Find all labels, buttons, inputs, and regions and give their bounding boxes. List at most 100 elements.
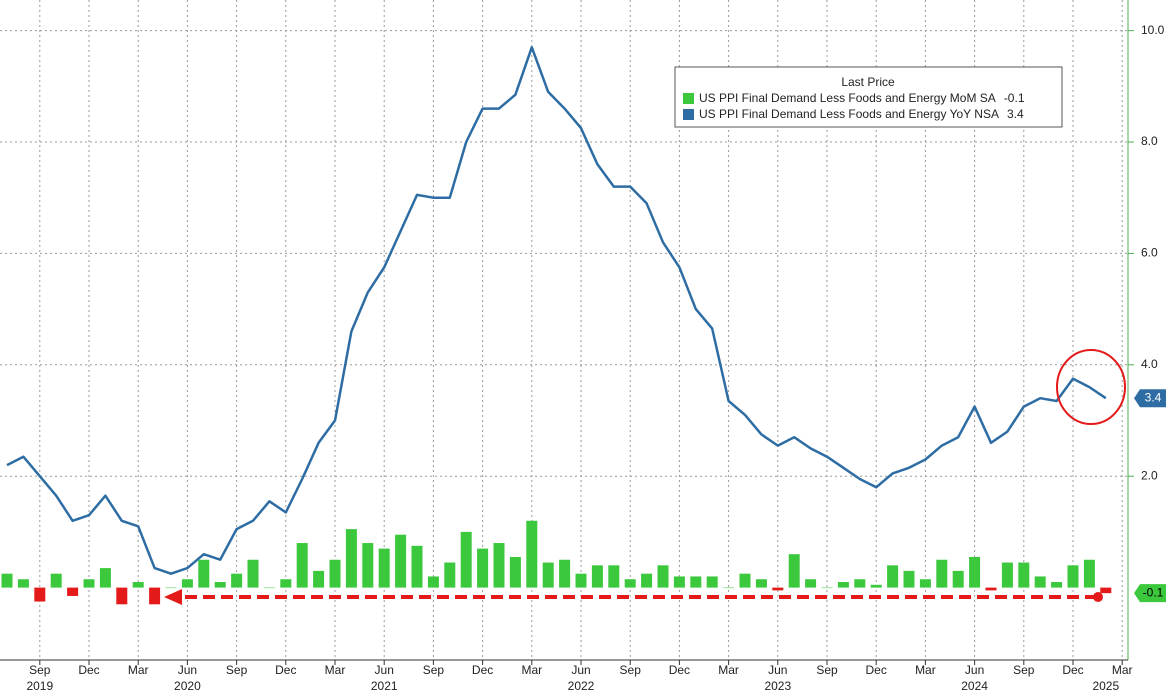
bar [67, 587, 79, 596]
bar [296, 543, 308, 588]
x-tick-label: Dec [472, 663, 493, 677]
legend-value: -0.1 [1004, 91, 1025, 105]
bar [1100, 587, 1112, 594]
bar [608, 565, 620, 588]
bar [427, 576, 439, 588]
bar [657, 565, 669, 588]
x-tick-label: Dec [866, 663, 887, 677]
year-label: 2024 [961, 679, 988, 691]
bar [329, 559, 341, 588]
year-label: 2022 [568, 679, 595, 691]
y-tick-label: 10.0 [1141, 23, 1165, 37]
bar [723, 587, 735, 589]
x-tick-label: Dec [669, 663, 690, 677]
bar [477, 548, 489, 588]
year-label: 2023 [764, 679, 791, 691]
annotation-arrowhead [164, 589, 182, 605]
x-tick-label: Dec [275, 663, 296, 677]
bar [50, 573, 62, 588]
bar [1034, 576, 1046, 588]
bar [83, 579, 95, 588]
bar [149, 587, 161, 605]
bar [854, 579, 866, 588]
line [6, 46, 1107, 575]
x-tick-label: Sep [816, 663, 838, 677]
bar [706, 576, 718, 588]
x-tick-label: Jun [965, 663, 984, 677]
x-tick-label: Sep [29, 663, 51, 677]
x-tick-label: Sep [423, 663, 445, 677]
x-tick-label: Mar [325, 663, 346, 677]
bar [1083, 559, 1095, 588]
bar [1001, 562, 1013, 588]
legend-label: US PPI Final Demand Less Foods and Energ… [699, 91, 996, 105]
bar [116, 587, 128, 605]
bar [132, 582, 144, 588]
bar [755, 579, 767, 588]
x-tick-label: Mar [128, 663, 149, 677]
x-tick-label: Jun [375, 663, 394, 677]
bar [263, 587, 275, 589]
bar [214, 582, 226, 588]
x-tick-label: Jun [178, 663, 197, 677]
bar [17, 579, 29, 588]
y-tick-label: 6.0 [1141, 246, 1158, 260]
y-tick-label: 8.0 [1141, 134, 1158, 148]
bar [509, 556, 521, 588]
bar [165, 587, 177, 589]
x-tick-label: Dec [1062, 663, 1083, 677]
legend-title: Last Price [841, 75, 895, 89]
end-label: -0.1 [1143, 585, 1164, 599]
bar [493, 543, 505, 588]
end-badge [1134, 584, 1166, 603]
bar [559, 559, 571, 588]
bar [624, 579, 636, 588]
bar [591, 565, 603, 588]
end-badge [1134, 389, 1166, 408]
bar [181, 579, 193, 588]
bar [1067, 565, 1079, 588]
bar [772, 587, 784, 591]
legend-swatch [683, 93, 694, 104]
x-tick-label: Sep [620, 663, 642, 677]
bar [345, 529, 357, 588]
bar [821, 587, 833, 589]
legend-label: US PPI Final Demand Less Foods and Energ… [699, 107, 999, 121]
legend-box [674, 66, 1063, 128]
bar [34, 587, 46, 602]
year-label: 2020 [174, 679, 201, 691]
y-tick-label: 2.0 [1141, 468, 1158, 482]
bar [903, 570, 915, 588]
bar [460, 531, 472, 588]
y-tick-label: 4.0 [1141, 357, 1158, 371]
bar [887, 565, 899, 588]
bar [805, 579, 817, 588]
bar [198, 559, 210, 588]
legend-value: 3.4 [1007, 107, 1024, 121]
bar [1, 573, 13, 588]
bar [444, 562, 456, 588]
bar [870, 584, 882, 588]
bar [362, 543, 374, 588]
x-tick-label: Sep [226, 663, 248, 677]
x-tick-label: Mar [915, 663, 936, 677]
legend-swatch [683, 109, 694, 120]
end-label: 3.4 [1145, 390, 1162, 404]
bar [1051, 582, 1063, 588]
bar [1018, 562, 1030, 588]
bar [280, 579, 292, 588]
bar [231, 573, 243, 588]
bar [99, 568, 111, 588]
bar [936, 559, 948, 588]
bar [673, 576, 685, 588]
legend: Last Price US PPI Final Demand Less Food… [674, 66, 1063, 128]
bar [247, 559, 259, 588]
bar [526, 520, 538, 588]
x-tick-label: Dec [78, 663, 99, 677]
bar [313, 570, 325, 588]
year-label: 2025 [1092, 679, 1119, 691]
bar [739, 573, 751, 588]
annotation-dot [1093, 592, 1103, 602]
year-label: 2021 [371, 679, 398, 691]
